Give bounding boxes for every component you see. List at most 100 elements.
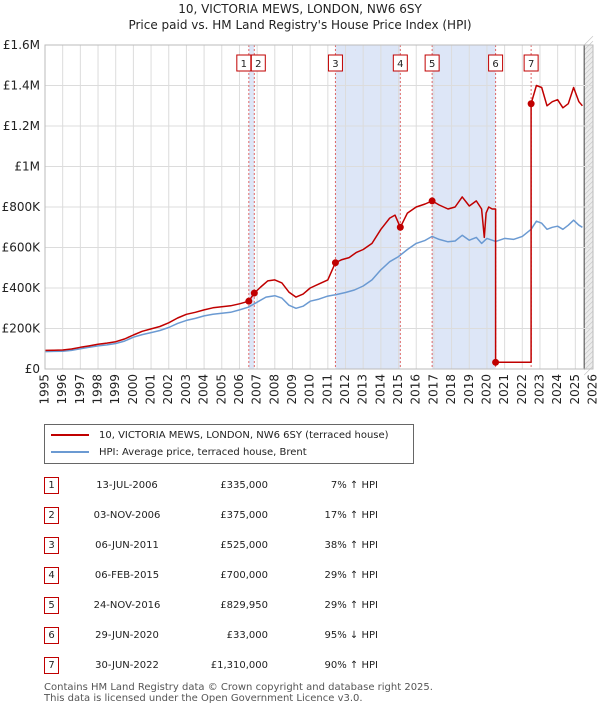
forecast-hatch xyxy=(583,180,594,191)
footer-licence: This data is licensed under the Open Gov… xyxy=(44,693,363,704)
x-tick-label: 2019 xyxy=(462,374,476,405)
transaction-number: 2 xyxy=(44,506,59,524)
legend: 10, VICTORIA MEWS, LONDON, NW6 6SY (terr… xyxy=(44,424,414,464)
sale-label-box xyxy=(424,54,440,72)
y-tick-label: £1.4M xyxy=(3,79,40,93)
x-tick-label: 2025 xyxy=(568,374,582,405)
forecast-hatch xyxy=(583,160,594,171)
y-tick-label: £1.2M xyxy=(3,119,40,133)
forecast-hatch xyxy=(583,220,594,231)
transaction-hpi: 7% ↑ HPI xyxy=(330,479,378,491)
forecast-hatch xyxy=(583,350,594,361)
chart-title: 10, VICTORIA MEWS, LONDON, NW6 6SY xyxy=(178,2,422,16)
transaction-date: 29-JUN-2020 xyxy=(95,629,159,641)
x-tick-label: 1997 xyxy=(73,374,87,405)
forecast-hatch xyxy=(583,60,594,71)
table-row: 1 13-JUL-2006 £335,000 7% ↑ HPI xyxy=(44,470,378,500)
table-row: 6 29-JUN-2020 £33,000 95% ↓ HPI xyxy=(44,620,378,650)
forecast-hatch xyxy=(583,280,594,291)
forecast-hatch xyxy=(583,215,594,226)
sale-label-box xyxy=(392,54,408,72)
x-tick-label: 2006 xyxy=(232,374,246,405)
forecast-hatch xyxy=(583,35,594,46)
forecast-hatch xyxy=(583,200,594,211)
sale-label: 4 xyxy=(392,54,408,72)
transaction-price: £375,000 xyxy=(220,509,268,521)
forecast-hatch xyxy=(583,75,594,86)
forecast-hatch xyxy=(583,90,594,101)
sale-label-box xyxy=(250,54,266,72)
forecast-hatch xyxy=(583,70,594,81)
y-tick-label: £0 xyxy=(25,362,40,376)
legend-swatch-hpi xyxy=(51,451,89,453)
sale-label-text: 7 xyxy=(528,59,534,70)
x-tick-label: 2010 xyxy=(303,374,317,405)
transaction-number: 5 xyxy=(44,596,59,614)
legend-label-property: 10, VICTORIA MEWS, LONDON, NW6 6SY (terr… xyxy=(99,429,389,441)
forecast-hatch xyxy=(583,260,594,271)
forecast-hatch xyxy=(583,40,594,51)
legend-item-property: 10, VICTORIA MEWS, LONDON, NW6 6SY (terr… xyxy=(51,427,389,443)
transaction-hpi: 38% ↑ HPI xyxy=(324,539,378,551)
forecast-hatch xyxy=(583,335,594,346)
forecast-hatch xyxy=(583,165,594,176)
forecast-hatch xyxy=(583,305,594,316)
forecast-hatch xyxy=(583,230,594,241)
legend-swatch-property xyxy=(51,434,89,436)
y-tick-label: £600K xyxy=(2,241,42,255)
chart-subtitle: Price paid vs. HM Land Registry's House … xyxy=(128,18,472,32)
legend-item-hpi: HPI: Average price, terraced house, Bren… xyxy=(51,444,307,460)
forecast-hatch xyxy=(583,55,594,66)
forecast-hatch xyxy=(583,190,594,201)
hpi-line xyxy=(44,219,583,353)
x-tick-label: 2005 xyxy=(214,374,228,405)
transaction-date: 03-NOV-2006 xyxy=(93,509,161,521)
forecast-hatch xyxy=(583,290,594,301)
transactions-table: 1 13-JUL-2006 £335,000 7% ↑ HPI 2 03-NOV… xyxy=(44,470,378,680)
forecast-hatch xyxy=(583,135,594,146)
forecast-hatch xyxy=(583,155,594,166)
forecast-hatch xyxy=(583,300,594,311)
forecast-hatch xyxy=(583,185,594,196)
x-tick-label: 2008 xyxy=(267,374,281,405)
sale-label-box xyxy=(488,54,504,72)
x-tick-label: 2022 xyxy=(515,374,529,405)
x-tick-label: 2003 xyxy=(179,374,193,405)
sale-label-text: 1 xyxy=(241,59,247,70)
transaction-hpi: 29% ↑ HPI xyxy=(324,599,378,611)
x-tick-label: 2012 xyxy=(338,374,352,405)
x-tick-label: 2018 xyxy=(444,374,458,405)
forecast-hatch xyxy=(583,225,594,236)
forecast-hatch xyxy=(583,170,594,181)
sale-label: 2 xyxy=(250,54,266,72)
sale-point xyxy=(245,297,253,305)
footer: Contains HM Land Registry data © Crown c… xyxy=(44,682,433,704)
forecast-hatch xyxy=(583,235,594,246)
table-row: 3 06-JUN-2011 £525,000 38% ↑ HPI xyxy=(44,530,378,560)
forecast-hatch xyxy=(583,125,594,136)
sale-point xyxy=(527,100,535,108)
transaction-price: £33,000 xyxy=(226,629,268,641)
x-tick-label: 2024 xyxy=(550,374,564,405)
forecast-hatch xyxy=(583,255,594,266)
transaction-number: 1 xyxy=(44,476,59,494)
forecast-hatch xyxy=(583,85,594,96)
transaction-number: 3 xyxy=(44,536,59,554)
transaction-price: £829,950 xyxy=(220,599,268,611)
forecast-hatch xyxy=(583,240,594,251)
forecast-hatch xyxy=(583,295,594,306)
x-tick-label: 2002 xyxy=(161,374,175,405)
x-tick-label: 2011 xyxy=(320,374,334,405)
forecast-hatch xyxy=(583,345,594,356)
table-row: 2 03-NOV-2006 £375,000 17% ↑ HPI xyxy=(44,500,378,530)
transaction-date: 30-JUN-2022 xyxy=(95,659,159,671)
sale-point xyxy=(331,259,339,267)
forecast-hatch xyxy=(583,175,594,186)
forecast-hatch xyxy=(583,340,594,351)
sale-label: 5 xyxy=(424,54,440,72)
forecast-hatch xyxy=(583,210,594,221)
forecast-hatch xyxy=(583,325,594,336)
sale-label-box xyxy=(327,54,343,72)
forecast-hatch xyxy=(583,270,594,281)
